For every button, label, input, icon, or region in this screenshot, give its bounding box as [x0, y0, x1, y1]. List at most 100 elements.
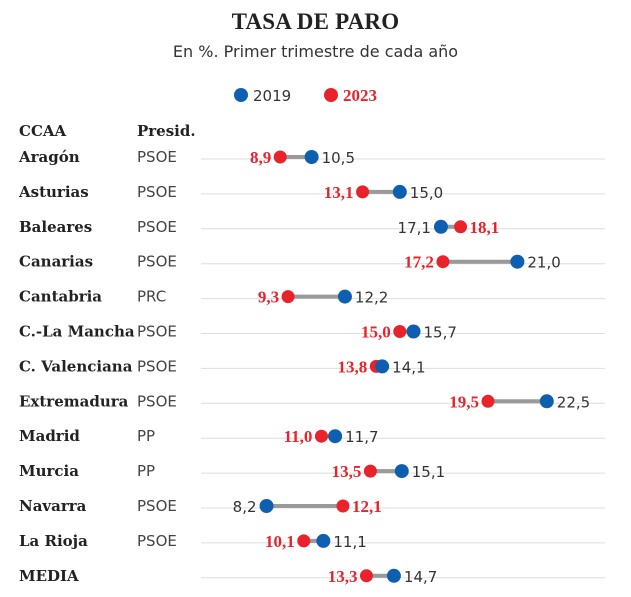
row-murcia: Murcia PP 15,1 13,5: [19, 462, 605, 481]
president-label: PSOE: [137, 357, 177, 375]
region-label: Madrid: [19, 427, 80, 445]
value-label-2023: 17,2: [404, 253, 434, 272]
point-2023: [393, 325, 407, 338]
value-label-2019: 11,7: [345, 428, 378, 446]
column-header-president: Presid.: [137, 122, 196, 140]
value-label-2023: 13,8: [338, 357, 368, 376]
chart-rows: Aragón PSOE 10,5 8,9 Asturias PSOE 15,0 13,1 Bal…: [18, 148, 605, 586]
president-label: PSOE: [137, 218, 177, 236]
president-label: PSOE: [137, 532, 177, 550]
point-2023: [297, 534, 311, 548]
value-label-2019: 21,0: [527, 254, 560, 272]
value-label-2023: 8,9: [250, 148, 271, 167]
region-label: C.-La Mancha: [19, 323, 135, 341]
point-2019: [433, 219, 448, 234]
row-madrid: Madrid PP 11,7 11,0: [19, 427, 605, 446]
row-cantabria: Cantabria PRC 12,2 9,3: [19, 288, 605, 307]
value-label-2019: 14,1: [392, 358, 425, 376]
row-arag-n: Aragón PSOE 10,5 8,9: [18, 148, 605, 167]
legend: 2019 2023: [234, 86, 377, 105]
row-c-la-mancha: C.-La Mancha PSOE 15,7 15,0: [19, 323, 605, 342]
value-label-2019: 15,0: [410, 184, 443, 202]
president-label: PSOE: [137, 497, 177, 515]
president-label: PP: [137, 462, 155, 480]
value-label-2019: 11,1: [333, 533, 366, 551]
point-2019: [259, 499, 274, 513]
point-2019: [539, 394, 554, 409]
row-media: MEDIA 14,7 13,3: [19, 567, 605, 586]
value-label-2019: 8,2: [233, 498, 257, 516]
point-2019: [337, 289, 352, 304]
region-label: Baleares: [19, 218, 92, 236]
row-canarias: Canarias PSOE 21,0 17,2: [19, 253, 605, 272]
region-label: Extremadura: [19, 392, 129, 410]
point-2019: [328, 429, 343, 444]
chart-subtitle: En %. Primer trimestre de cada año: [172, 42, 459, 61]
region-label: Navarra: [19, 497, 87, 515]
value-label-2023: 13,1: [324, 183, 354, 202]
legend-label-2023: 2023: [343, 86, 377, 105]
value-label-2023: 19,5: [449, 392, 479, 411]
president-label: PSOE: [137, 392, 177, 410]
value-label-2019: 12,2: [355, 289, 388, 307]
point-2019: [394, 464, 409, 479]
value-label-2019: 15,1: [412, 463, 445, 481]
legend-marker-2019: [234, 88, 248, 102]
point-2019: [392, 184, 407, 199]
row-c-valenciana: C. Valenciana PSOE 14,1 13,8: [19, 357, 605, 376]
region-label: C. Valenciana: [19, 357, 133, 375]
point-2019: [510, 254, 525, 269]
point-2019: [375, 359, 390, 374]
point-2023: [314, 429, 328, 443]
point-2023: [356, 185, 370, 199]
value-label-2023: 11,0: [284, 427, 313, 446]
value-label-2019: 17,1: [398, 219, 431, 237]
point-2023: [363, 464, 377, 478]
point-2023: [436, 255, 450, 269]
value-label-2023: 18,1: [470, 218, 500, 237]
point-2023: [336, 499, 350, 513]
point-2023: [359, 569, 373, 583]
row-extremadura: Extremadura PSOE 22,5 19,5: [19, 392, 605, 411]
row-navarra: Navarra PSOE 8,2 12,1: [19, 497, 605, 516]
president-label: PSOE: [137, 183, 177, 201]
legend-marker-2023: [324, 88, 338, 102]
row-baleares: Baleares PSOE 17,1 18,1: [19, 218, 605, 237]
point-2019: [386, 568, 401, 583]
president-label: PSOE: [137, 253, 177, 271]
point-2019: [316, 533, 331, 548]
region-label: La Rioja: [19, 532, 88, 550]
point-2023: [481, 394, 495, 408]
legend-label-2019: 2019: [253, 87, 291, 105]
value-label-2023: 10,1: [265, 532, 295, 551]
value-label-2019: 14,7: [404, 568, 437, 586]
value-label-2023: 13,3: [328, 567, 358, 586]
region-label: Aragón: [18, 148, 80, 166]
point-2019: [406, 324, 421, 339]
value-label-2023: 15,0: [361, 323, 391, 342]
point-2019: [304, 150, 319, 164]
region-label: MEDIA: [19, 567, 79, 585]
value-label-2023: 9,3: [258, 288, 279, 307]
column-header-region: CCAA: [19, 122, 67, 140]
value-label-2023: 12,1: [352, 497, 382, 516]
value-label-2019: 15,7: [424, 324, 457, 342]
president-label: PRC: [137, 288, 166, 306]
point-2023: [281, 290, 295, 304]
region-label: Canarias: [19, 253, 93, 271]
point-2023: [454, 220, 468, 234]
row-asturias: Asturias PSOE 15,0 13,1: [18, 183, 605, 202]
region-label: Asturias: [18, 183, 89, 201]
value-label-2023: 13,5: [332, 462, 362, 481]
president-label: PSOE: [137, 323, 177, 341]
president-label: PP: [137, 427, 155, 445]
region-label: Cantabria: [19, 288, 102, 306]
president-label: PSOE: [137, 148, 177, 166]
value-label-2019: 10,5: [322, 149, 355, 167]
region-label: Murcia: [19, 462, 79, 480]
row-la-rioja: La Rioja PSOE 11,1 10,1: [19, 532, 605, 551]
chart-title: TASA DE PARO: [231, 9, 400, 34]
point-2023: [273, 150, 287, 164]
value-label-2019: 22,5: [557, 393, 590, 411]
